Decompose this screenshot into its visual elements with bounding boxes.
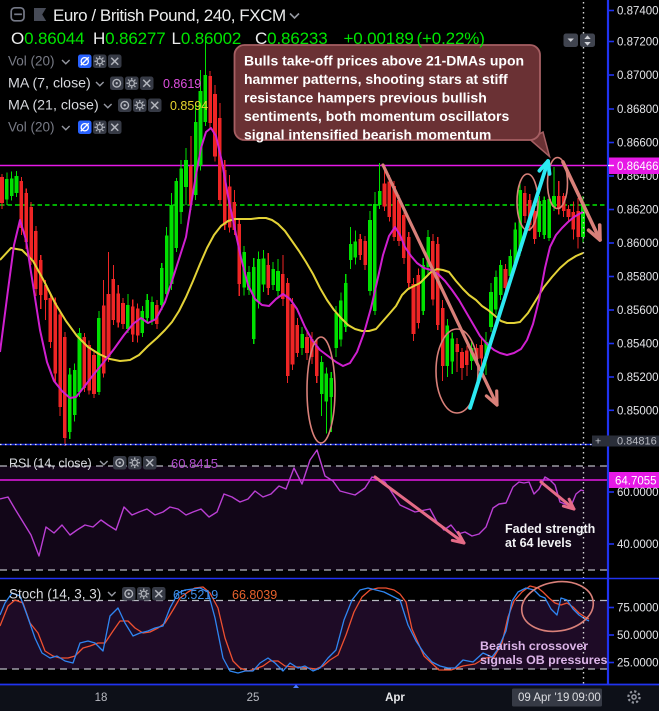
svg-text:RSI (14, close): RSI (14, close): [9, 457, 92, 471]
svg-text:MA (21, close): MA (21, close): [8, 98, 99, 114]
svg-text:65.5219: 65.5219: [173, 588, 218, 602]
svg-text:resistance hampers previous bu: resistance hampers previous bullish: [244, 90, 487, 106]
svg-text:signal intensified bearish mom: signal intensified bearish momentum: [244, 127, 491, 143]
svg-text:0.86800: 0.86800: [617, 104, 659, 116]
svg-text:0.87400: 0.87400: [617, 6, 659, 18]
svg-text:09 Apr '19: 09 Apr '19: [518, 692, 569, 704]
svg-text:+: +: [595, 436, 601, 448]
svg-text:0.86200: 0.86200: [617, 205, 659, 217]
svg-text:0.85400: 0.85400: [617, 339, 659, 351]
svg-text:50.0000: 50.0000: [617, 630, 659, 642]
svg-text:0.85200: 0.85200: [617, 372, 659, 384]
svg-text:Stoch (14, 3, 3): Stoch (14, 3, 3): [9, 587, 101, 602]
svg-text:0.8619: 0.8619: [163, 77, 201, 91]
svg-text:0.86600: 0.86600: [617, 138, 659, 150]
svg-text:64.7055: 64.7055: [615, 476, 657, 488]
svg-text:25.0000: 25.0000: [617, 658, 659, 670]
svg-text:0.86000: 0.86000: [617, 238, 659, 250]
svg-text:18: 18: [95, 692, 108, 704]
svg-text:0.84816: 0.84816: [617, 436, 657, 448]
svg-text:0.87000: 0.87000: [617, 70, 659, 82]
svg-text:0.86466: 0.86466: [617, 161, 659, 173]
svg-text:MA (7, close): MA (7, close): [8, 76, 91, 92]
svg-text:0.85600: 0.85600: [617, 305, 659, 317]
svg-text:Euro / British Pound, 240, FXC: Euro / British Pound, 240, FXCM: [53, 6, 286, 25]
svg-text:66.8039: 66.8039: [232, 588, 277, 602]
svg-text:40.0000: 40.0000: [617, 539, 659, 551]
svg-text:60.8415: 60.8415: [171, 456, 218, 471]
svg-text:Bulls take-off prices above 21: Bulls take-off prices above 21-DMAs upon: [244, 53, 524, 69]
svg-text:75.0000: 75.0000: [617, 603, 659, 615]
svg-text:Bearish crossover: Bearish crossover: [480, 639, 588, 653]
svg-text:Vol (20): Vol (20): [8, 54, 55, 69]
svg-text:0.85000: 0.85000: [617, 405, 659, 417]
svg-text:Vol (20): Vol (20): [8, 120, 55, 135]
svg-text:sentiments, both momentum osci: sentiments, both momentum oscillators: [244, 108, 509, 124]
svg-text:0.8594: 0.8594: [170, 99, 208, 113]
svg-text:signals OB pressures: signals OB pressures: [480, 653, 608, 667]
svg-text:Faded strength: Faded strength: [505, 522, 595, 536]
svg-text:at 64 levels: at 64 levels: [505, 536, 572, 550]
svg-text:09:00: 09:00: [572, 692, 601, 704]
svg-text:hammer patterns, shooting star: hammer patterns, shooting stars at stiff: [244, 71, 508, 87]
svg-text:0.87200: 0.87200: [617, 37, 659, 49]
svg-text:60.0000: 60.0000: [617, 487, 659, 499]
svg-text:0.85800: 0.85800: [617, 272, 659, 284]
svg-text:25: 25: [247, 692, 260, 704]
svg-text:Apr: Apr: [385, 692, 405, 704]
